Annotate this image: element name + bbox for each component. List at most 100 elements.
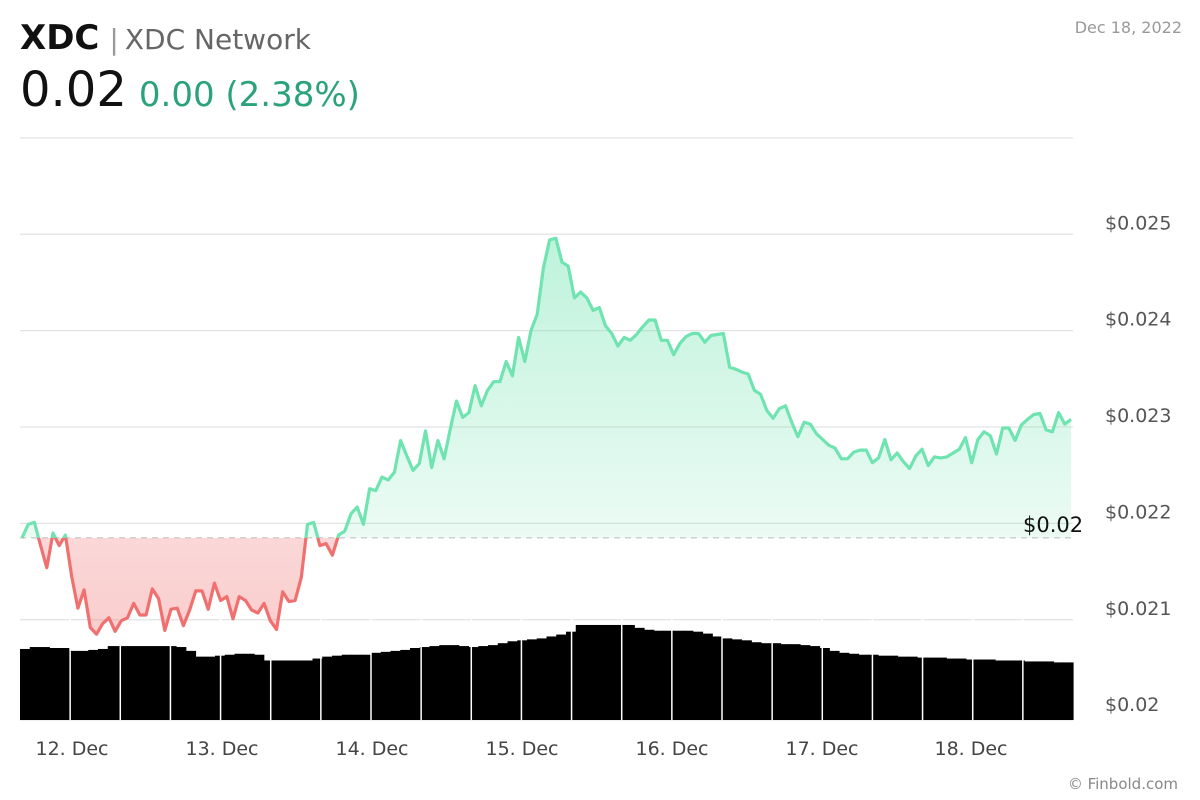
volume-bar <box>107 646 119 720</box>
y-tick-label: $0.023 <box>1105 405 1171 427</box>
volume-bar <box>605 624 616 720</box>
x-tick-label: 18. Dec <box>934 738 1007 760</box>
volume-bar <box>770 643 782 720</box>
volume-bar <box>127 646 138 720</box>
volume-bar <box>78 650 89 720</box>
volume-bar <box>254 654 265 720</box>
volume-bar <box>829 650 840 720</box>
volume-bar <box>595 624 606 720</box>
volume-bar <box>234 653 245 720</box>
current-price-label: $0.02 <box>1023 513 1083 537</box>
price-line: 0.02 0.00 (2.38%) <box>20 62 360 118</box>
volume-bar <box>1004 660 1016 720</box>
volume-bar <box>341 654 353 720</box>
x-tick-label: 14. Dec <box>335 738 408 760</box>
volume-bar <box>156 646 167 720</box>
volume-bar <box>488 645 499 720</box>
volume-bar <box>1053 662 1064 720</box>
price-line-up <box>20 236 1072 538</box>
volume-bar <box>663 630 674 720</box>
volume-bar <box>644 629 655 720</box>
volume-bar <box>965 659 977 720</box>
volume-bar <box>176 647 187 720</box>
x-tick-label: 13. Dec <box>185 738 258 760</box>
y-tick-label: $0.021 <box>1105 598 1171 620</box>
volume-bar <box>429 646 440 720</box>
volume-bar <box>166 646 177 720</box>
x-tick-label: 12. Dec <box>35 738 108 760</box>
x-tick-label: 15. Dec <box>485 738 558 760</box>
volume-bar <box>556 634 567 720</box>
area-below-baseline <box>22 537 1071 635</box>
area-above-baseline <box>22 238 1071 538</box>
volume-bar <box>20 648 31 720</box>
y-tick-label: $0.022 <box>1105 501 1171 523</box>
volume-bar <box>439 645 450 720</box>
volume-bar <box>146 646 158 720</box>
volume-bar <box>1063 662 1074 720</box>
y-tick-label: $0.02 <box>1105 694 1159 716</box>
volume-bar <box>39 647 50 720</box>
volume-bar <box>839 652 850 720</box>
volume-bar <box>49 648 60 720</box>
volume-bar <box>868 654 879 720</box>
current-price: 0.02 <box>20 62 127 118</box>
volume-bar <box>68 650 80 720</box>
volume-bar <box>790 644 801 720</box>
volume-bar <box>907 656 918 720</box>
volume-bar <box>117 646 128 720</box>
volume-bar <box>449 645 460 720</box>
volume-bar <box>878 655 889 720</box>
volume-bar <box>985 659 996 720</box>
volume-bar <box>536 638 548 720</box>
volume-bar <box>585 624 596 720</box>
volume-bar <box>800 645 811 720</box>
volume-bar <box>263 660 275 720</box>
volume-bar <box>322 656 333 720</box>
volume-bar <box>507 641 518 720</box>
volume-bar <box>946 658 957 720</box>
x-tick-label: 16. Dec <box>635 738 708 760</box>
volume-bar <box>624 624 635 720</box>
y-tick-label: $0.025 <box>1105 212 1171 234</box>
price-area <box>22 238 1071 635</box>
volume-bars <box>20 619 1074 720</box>
volume-bar <box>283 660 294 720</box>
volume-bar <box>673 630 684 720</box>
volume-bar <box>722 638 733 720</box>
volume-bar <box>975 659 986 720</box>
volume-bar <box>273 660 284 720</box>
volume-bar <box>527 639 538 720</box>
volume-bar <box>614 624 626 720</box>
volume-bar <box>887 655 899 720</box>
volume-bar <box>371 652 382 720</box>
volume-bar <box>351 654 362 720</box>
volume-bar <box>205 656 216 720</box>
x-axis-labels: 12. Dec 13. Dec 14. Dec 15. Dec 16. Dec 17. D… <box>35 738 1007 760</box>
volume-bar <box>293 660 304 720</box>
ticker-symbol: XDC <box>20 18 100 58</box>
volume-bar <box>478 646 489 720</box>
volume-bar <box>956 658 967 720</box>
volume-bar <box>59 648 70 720</box>
title-separator: | <box>109 23 119 56</box>
volume-bar <box>731 639 743 720</box>
volume-bar <box>312 658 323 720</box>
y-tick-label: $0.024 <box>1105 309 1171 331</box>
volume-bar <box>546 636 557 720</box>
volume-bar <box>897 656 908 720</box>
source-credit: © Finbold.com <box>1067 775 1178 793</box>
volume-bar <box>468 647 479 720</box>
volume-bar <box>380 651 392 720</box>
volume-bar <box>751 642 762 720</box>
volume-bar <box>653 630 665 720</box>
volume-bar <box>302 660 314 720</box>
volume-bar <box>137 646 148 720</box>
volume-bar <box>410 648 421 720</box>
volume-bar <box>995 660 1006 720</box>
price-change: 0.00 (2.38%) <box>138 75 360 115</box>
volume-bar <box>819 648 830 720</box>
volume-bar <box>926 657 938 720</box>
volume-bar <box>1043 661 1055 720</box>
